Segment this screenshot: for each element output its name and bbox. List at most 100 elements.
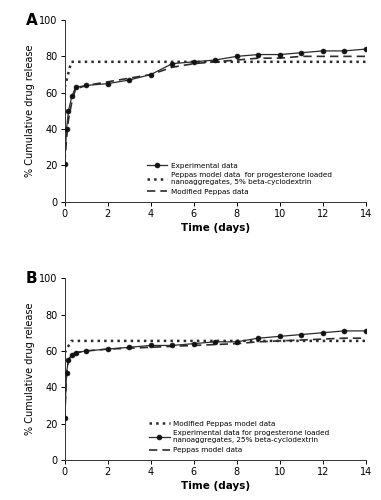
Modified Peppas data xyxy=(64,135,69,141)
Modified Peppas model data xyxy=(62,350,67,356)
Peppas model data  for progesterone loaded
nanoaggregates, 5% beta-cyclodextrin xyxy=(342,59,347,65)
Modified Peppas model data xyxy=(84,338,88,344)
Experimental data for progesterone loaded
nanoaggregates, 25% beta-cyclodextrin xyxy=(84,348,88,354)
X-axis label: Time (days): Time (days) xyxy=(181,223,250,233)
Peppas model data xyxy=(342,335,347,341)
Peppas model data  for progesterone loaded
nanoaggregates, 5% beta-cyclodextrin xyxy=(106,59,110,65)
Experimental data for progesterone loaded
nanoaggregates, 25% beta-cyclodextrin xyxy=(127,344,131,350)
Peppas model data  for progesterone loaded
nanoaggregates, 5% beta-cyclodextrin xyxy=(256,59,261,65)
Modified Peppas model data xyxy=(342,338,347,344)
Modified Peppas data xyxy=(66,117,71,123)
Experimental data for progesterone loaded
nanoaggregates, 25% beta-cyclodextrin xyxy=(277,334,282,340)
Peppas model data  for progesterone loaded
nanoaggregates, 5% beta-cyclodextrin xyxy=(192,59,196,65)
Line: Peppas model data  for progesterone loaded
nanoaggregates, 5% beta-cyclodextrin: Peppas model data for progesterone loade… xyxy=(65,62,366,88)
Peppas model data xyxy=(192,342,196,348)
Peppas model data  for progesterone loaded
nanoaggregates, 5% beta-cyclodextrin xyxy=(84,59,88,65)
Modified Peppas data xyxy=(342,54,347,60)
Line: Experimental data: Experimental data xyxy=(62,46,368,166)
Modified Peppas data xyxy=(127,75,131,81)
Peppas model data  for progesterone loaded
nanoaggregates, 5% beta-cyclodextrin xyxy=(234,59,239,65)
Experimental data xyxy=(277,52,282,58)
Line: Modified Peppas model data: Modified Peppas model data xyxy=(65,341,366,352)
Experimental data for progesterone loaded
nanoaggregates, 25% beta-cyclodextrin xyxy=(320,330,325,336)
Peppas model data xyxy=(62,415,67,421)
Experimental data xyxy=(192,59,196,65)
Peppas model data xyxy=(66,357,71,363)
Line: Peppas model data: Peppas model data xyxy=(65,338,366,418)
Experimental data for progesterone loaded
nanoaggregates, 25% beta-cyclodextrin xyxy=(70,352,74,358)
Experimental data for progesterone loaded
nanoaggregates, 25% beta-cyclodextrin xyxy=(106,346,110,352)
Experimental data xyxy=(149,72,153,78)
Experimental data xyxy=(70,94,74,100)
Experimental data xyxy=(84,82,88,88)
Modified Peppas data xyxy=(170,64,174,70)
Peppas model data xyxy=(84,348,88,354)
Peppas model data xyxy=(106,346,110,352)
Peppas model data  for progesterone loaded
nanoaggregates, 5% beta-cyclodextrin xyxy=(149,59,153,65)
Modified Peppas data xyxy=(363,54,368,60)
Modified Peppas data xyxy=(70,99,74,105)
Peppas model data xyxy=(149,344,153,350)
Modified Peppas model data xyxy=(299,338,304,344)
Peppas model data  for progesterone loaded
nanoaggregates, 5% beta-cyclodextrin xyxy=(320,59,325,65)
Peppas model data  for progesterone loaded
nanoaggregates, 5% beta-cyclodextrin xyxy=(73,59,78,65)
Peppas model data xyxy=(213,342,218,347)
Modified Peppas model data xyxy=(69,338,74,344)
Peppas model data  for progesterone loaded
nanoaggregates, 5% beta-cyclodextrin xyxy=(62,84,67,90)
Peppas model data xyxy=(320,336,325,342)
Text: A: A xyxy=(26,12,37,28)
Experimental data xyxy=(127,77,131,83)
Legend: Experimental data, Peppas model data  for progesterone loaded
nanoaggregates, 5%: Experimental data, Peppas model data for… xyxy=(146,161,333,196)
Modified Peppas model data xyxy=(213,338,218,344)
Peppas model data xyxy=(73,350,78,356)
Experimental data for progesterone loaded
nanoaggregates, 25% beta-cyclodextrin xyxy=(149,342,153,348)
Experimental data for progesterone loaded
nanoaggregates, 25% beta-cyclodextrin xyxy=(64,370,69,376)
Peppas model data  for progesterone loaded
nanoaggregates, 5% beta-cyclodextrin xyxy=(170,59,174,65)
Peppas model data  for progesterone loaded
nanoaggregates, 5% beta-cyclodextrin xyxy=(299,59,304,65)
Text: B: B xyxy=(26,271,37,286)
Experimental data xyxy=(234,54,239,60)
Modified Peppas model data xyxy=(73,338,78,344)
Modified Peppas data xyxy=(299,54,304,60)
Experimental data xyxy=(213,57,218,63)
Modified Peppas data xyxy=(84,82,88,88)
Experimental data for progesterone loaded
nanoaggregates, 25% beta-cyclodextrin xyxy=(256,335,261,341)
Experimental data for progesterone loaded
nanoaggregates, 25% beta-cyclodextrin xyxy=(62,415,67,421)
X-axis label: Time (days): Time (days) xyxy=(181,481,250,491)
Modified Peppas data xyxy=(62,160,67,166)
Modified Peppas data xyxy=(320,54,325,60)
Experimental data xyxy=(363,46,368,52)
Peppas model data  for progesterone loaded
nanoaggregates, 5% beta-cyclodextrin xyxy=(363,59,368,65)
Modified Peppas model data xyxy=(149,338,153,344)
Experimental data for progesterone loaded
nanoaggregates, 25% beta-cyclodextrin xyxy=(363,328,368,334)
Peppas model data  for progesterone loaded
nanoaggregates, 5% beta-cyclodextrin xyxy=(127,59,131,65)
Peppas model data xyxy=(277,338,282,344)
Peppas model data xyxy=(64,370,69,376)
Modified Peppas model data xyxy=(234,338,239,344)
Modified Peppas model data xyxy=(170,338,174,344)
Experimental data xyxy=(170,60,174,66)
Y-axis label: % Cumulative drug release: % Cumulative drug release xyxy=(25,303,35,436)
Y-axis label: % Cumulative drug release: % Cumulative drug release xyxy=(25,44,35,177)
Peppas model data  for progesterone loaded
nanoaggregates, 5% beta-cyclodextrin xyxy=(69,59,74,65)
Peppas model data xyxy=(256,339,261,345)
Legend: Modified Peppas model data, Experimental data for progesterone loaded
nanoaggreg: Modified Peppas model data, Experimental… xyxy=(148,420,331,454)
Modified Peppas data xyxy=(213,59,218,65)
Modified Peppas data xyxy=(192,60,196,66)
Experimental data for progesterone loaded
nanoaggregates, 25% beta-cyclodextrin xyxy=(342,328,347,334)
Peppas model data xyxy=(234,340,239,346)
Modified Peppas model data xyxy=(192,338,196,344)
Modified Peppas model data xyxy=(320,338,325,344)
Line: Modified Peppas data: Modified Peppas data xyxy=(65,56,366,164)
Experimental data xyxy=(256,52,261,58)
Peppas model data xyxy=(127,345,131,351)
Experimental data for progesterone loaded
nanoaggregates, 25% beta-cyclodextrin xyxy=(192,340,196,346)
Modified Peppas model data xyxy=(363,338,368,344)
Experimental data xyxy=(62,160,67,166)
Modified Peppas model data xyxy=(106,338,110,344)
Peppas model data xyxy=(299,337,304,343)
Peppas model data xyxy=(363,335,368,341)
Peppas model data xyxy=(70,352,74,358)
Line: Experimental data for progesterone loaded
nanoaggregates, 25% beta-cyclodextrin: Experimental data for progesterone loade… xyxy=(62,328,368,420)
Experimental data for progesterone loaded
nanoaggregates, 25% beta-cyclodextrin xyxy=(73,350,78,356)
